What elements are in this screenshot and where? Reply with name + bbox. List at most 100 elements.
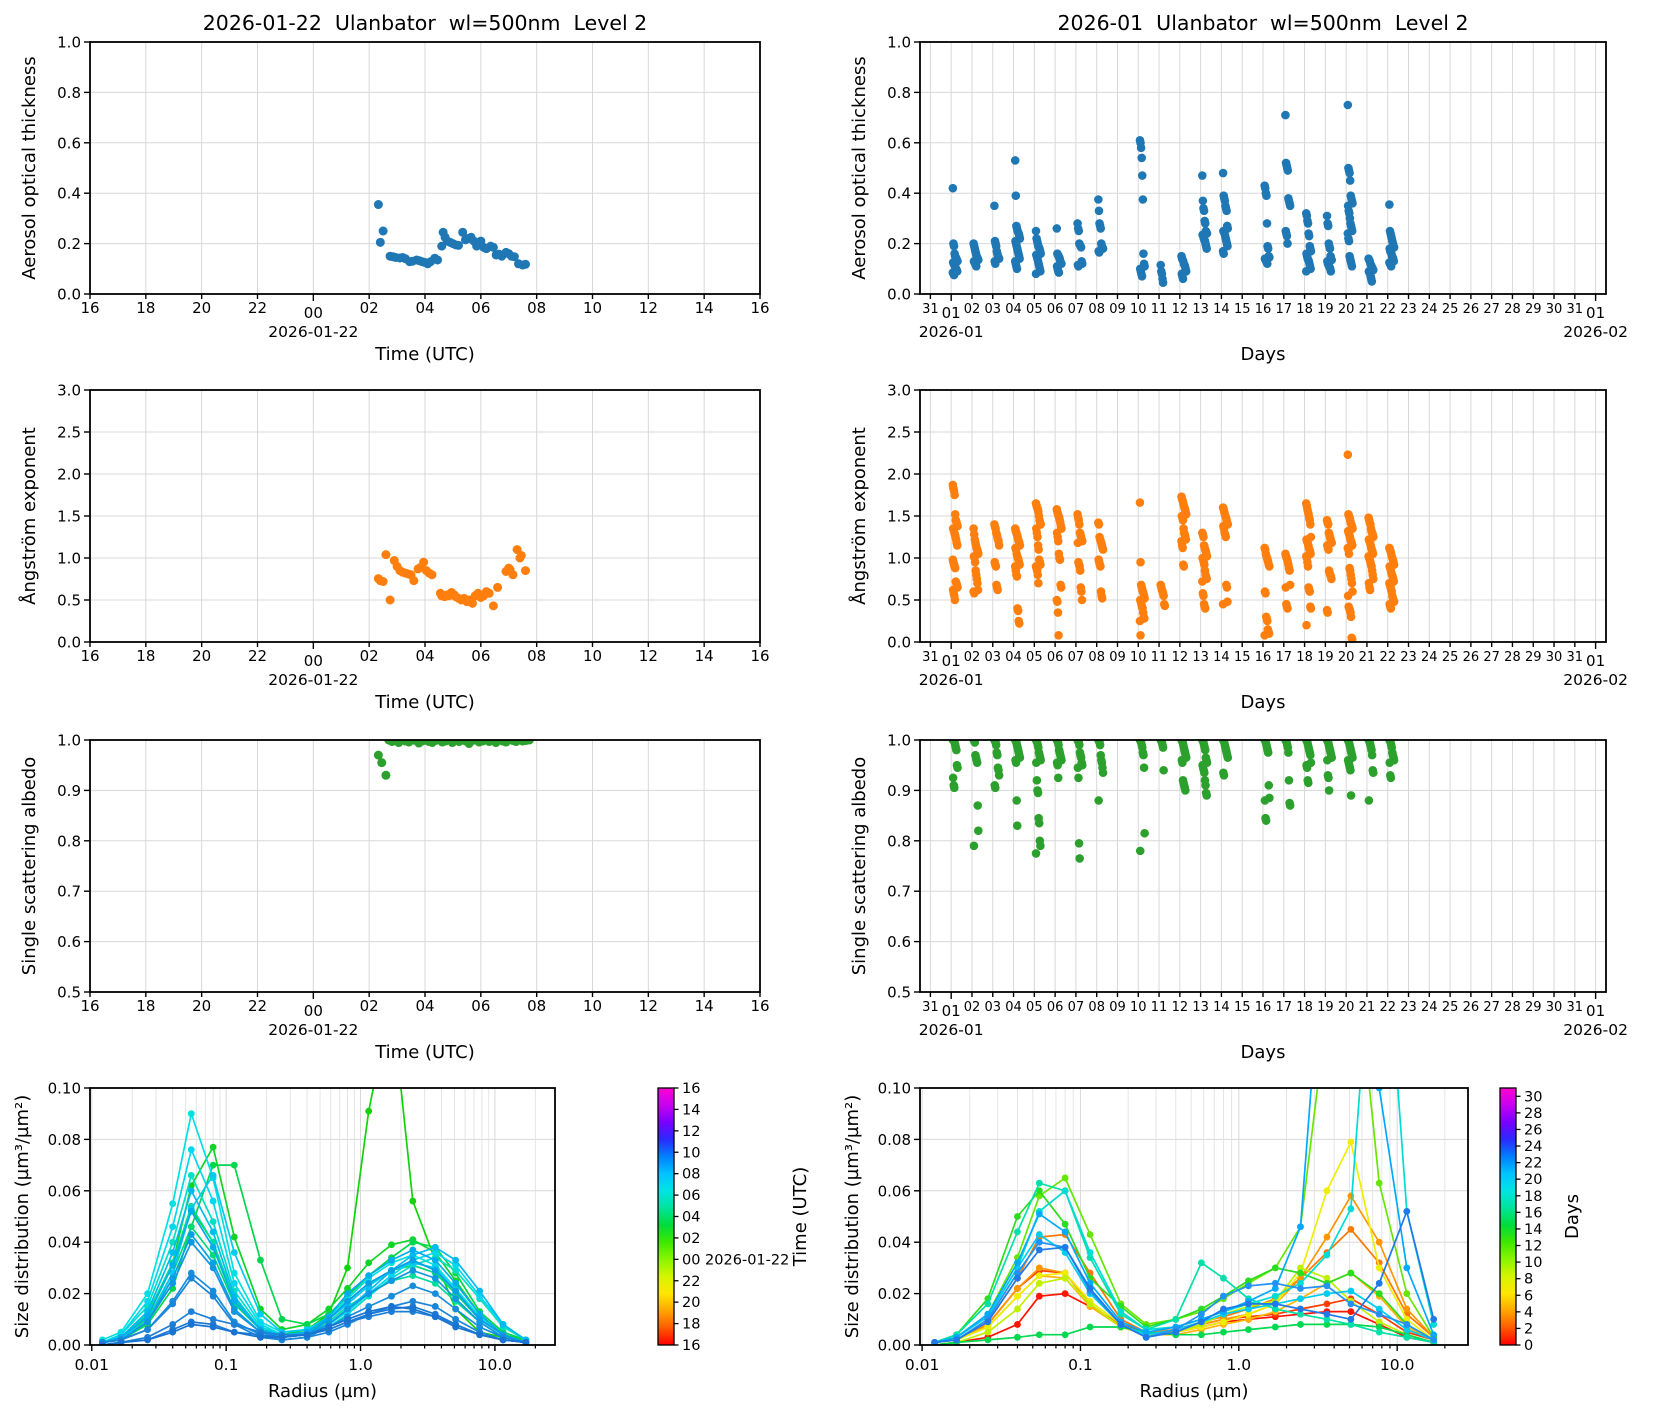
svg-text:07: 07 [1068,1000,1085,1015]
svg-text:05: 05 [1026,1000,1043,1015]
svg-text:1.0: 1.0 [57,550,81,568]
angstrom-daily-plot-data [373,545,530,611]
svg-text:0.2: 0.2 [887,235,911,253]
svg-text:28: 28 [1524,1106,1542,1122]
svg-text:21: 21 [1359,1000,1376,1015]
svg-text:0.08: 0.08 [878,1131,911,1149]
svg-text:1.0: 1.0 [57,732,81,750]
y-axis-label: Size distribution (µm³/µm²) [842,1095,863,1338]
time-colorbar: 16 18 20 22 00 2026-01-22 02 04 06 08 10 12 14 16 Tim… [657,1081,811,1354]
svg-text:0.6: 0.6 [887,134,911,152]
svg-text:12: 12 [639,299,658,317]
days-colorbar-label: Days [1562,1194,1583,1239]
svg-text:25: 25 [1442,1000,1459,1015]
svg-text:2026-02: 2026-02 [1563,671,1628,689]
svg-text:31: 31 [922,1000,939,1015]
svg-text:01: 01 [942,304,961,322]
svg-text:04: 04 [1005,1000,1022,1015]
angstrom-monthly-plot-data [948,450,1399,643]
svg-text:2026-01-22: 2026-01-22 [268,323,358,341]
svg-text:1.0: 1.0 [887,34,911,52]
svg-text:30: 30 [1546,650,1563,665]
svg-text:10: 10 [583,647,602,665]
svg-text:15: 15 [1234,1000,1251,1015]
svg-text:08: 08 [1088,1000,1105,1015]
svg-text:24: 24 [1421,650,1438,665]
svg-text:09: 09 [1109,650,1126,665]
svg-text:19: 19 [1317,302,1334,317]
svg-text:0.04: 0.04 [878,1234,911,1252]
svg-text:16: 16 [682,1338,700,1354]
svg-text:16: 16 [750,997,769,1015]
svg-text:08: 08 [682,1167,700,1183]
svg-text:10: 10 [583,997,602,1015]
svg-text:0.01: 0.01 [75,1356,110,1374]
svg-text:16: 16 [80,997,99,1015]
svg-text:0.1: 0.1 [214,1356,239,1374]
y-axis-label: Ångström exponent [18,427,40,605]
aot-daily-plot-data [373,200,530,270]
aot-daily-plot: 0.0 0.2 0.4 0.6 0.8 1.0 16 18 20 22 002026-01-2202… [19,11,770,365]
svg-text:0.0: 0.0 [57,286,81,304]
svg-text:10: 10 [682,1145,700,1161]
svg-text:29: 29 [1525,302,1542,317]
svg-text:0.6: 0.6 [57,933,81,951]
svg-text:06: 06 [682,1188,700,1204]
svg-text:15: 15 [1234,650,1251,665]
svg-text:16: 16 [750,299,769,317]
svg-text:04: 04 [1005,650,1022,665]
svg-text:1.0: 1.0 [57,34,81,52]
svg-text:06: 06 [471,647,490,665]
svg-text:01: 01 [942,652,961,670]
svg-text:20: 20 [1338,650,1355,665]
svg-text:0.9: 0.9 [57,782,81,800]
svg-text:30: 30 [1524,1089,1542,1105]
svg-text:04: 04 [415,997,434,1015]
svg-text:19: 19 [1317,650,1334,665]
angstrom-daily-plot: 0.0 0.5 1.0 1.5 2.0 2.5 3.0 16 18 20 22 002026-01-2… [18,382,770,714]
y-axis-label: Ångström exponent [848,427,870,605]
x-axis-label: Time (UTC) [374,1042,475,1063]
svg-text:2026-02: 2026-02 [1563,1021,1628,1039]
svg-text:24: 24 [1421,302,1438,317]
svg-text:18: 18 [682,1317,700,1333]
svg-text:21: 21 [1359,650,1376,665]
svg-text:6: 6 [1524,1288,1533,1304]
svg-text:05: 05 [1026,302,1043,317]
ssa-monthly-plot-data [948,739,1399,863]
svg-text:0.4: 0.4 [57,185,81,203]
sizedist-daily-plot-data [99,1087,530,1346]
svg-text:26: 26 [1463,650,1480,665]
svg-text:27: 27 [1483,650,1500,665]
svg-text:00: 00 [304,652,323,670]
svg-text:2.5: 2.5 [57,424,81,442]
svg-text:01: 01 [1586,304,1605,322]
x-axis-label: Days [1241,344,1286,365]
svg-text:0.0: 0.0 [57,634,81,652]
svg-text:14: 14 [695,647,714,665]
svg-text:22: 22 [248,997,267,1015]
svg-text:02: 02 [360,647,379,665]
svg-text:06: 06 [1047,302,1064,317]
svg-text:2.0: 2.0 [57,466,81,484]
svg-text:06: 06 [471,299,490,317]
svg-text:22: 22 [248,647,267,665]
svg-text:2026-01: 2026-01 [919,323,984,341]
svg-text:8: 8 [1524,1272,1533,1288]
svg-text:0.06: 0.06 [48,1182,81,1200]
svg-text:1.0: 1.0 [887,732,911,750]
svg-text:2026-02: 2026-02 [1563,323,1628,341]
svg-text:14: 14 [1524,1222,1542,1238]
svg-text:27: 27 [1483,302,1500,317]
svg-text:04: 04 [1005,302,1022,317]
svg-text:27: 27 [1483,1000,1500,1015]
svg-text:06: 06 [1047,650,1064,665]
svg-text:0.9: 0.9 [887,782,911,800]
svg-text:16: 16 [750,647,769,665]
svg-text:31: 31 [922,650,939,665]
svg-text:18: 18 [136,997,155,1015]
